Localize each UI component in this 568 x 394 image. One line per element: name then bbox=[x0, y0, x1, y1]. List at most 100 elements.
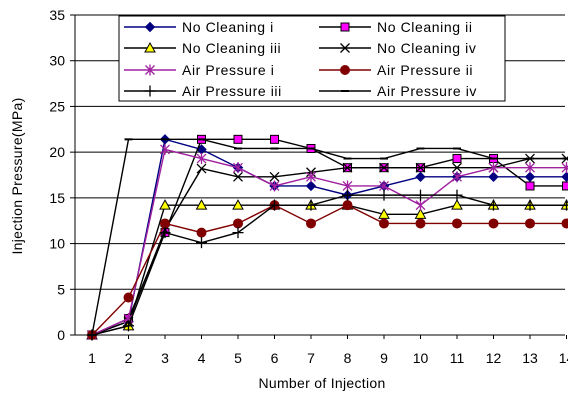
data-point bbox=[123, 292, 134, 303]
legend-swatch-marker bbox=[340, 22, 350, 32]
x-tick-label: 14 bbox=[559, 350, 568, 366]
legend-entry: No Cleaning iv bbox=[319, 40, 476, 56]
data-point bbox=[561, 199, 568, 211]
data-point bbox=[269, 171, 280, 182]
legend-label: Air Pressure iv bbox=[377, 83, 477, 99]
y-tick-label: 15 bbox=[49, 190, 65, 206]
data-point bbox=[159, 199, 171, 210]
data-point bbox=[452, 171, 462, 183]
data-point bbox=[196, 163, 207, 174]
series-layer bbox=[86, 134, 568, 341]
x-tick-label: 3 bbox=[161, 350, 169, 366]
legend: No Cleaning i No Cleaning ii No Cleaning i… bbox=[118, 15, 506, 102]
data-point bbox=[342, 189, 353, 201]
legend-entry: Air Pressure i bbox=[124, 62, 274, 78]
data-point bbox=[305, 199, 317, 211]
y-tick-label: 25 bbox=[49, 98, 65, 114]
x-axis-title: Number of Injection bbox=[258, 375, 385, 391]
data-point bbox=[415, 218, 426, 229]
data-point bbox=[561, 218, 568, 229]
x-tick-label: 4 bbox=[198, 350, 206, 366]
data-point bbox=[452, 162, 462, 173]
y-tick-label: 5 bbox=[57, 281, 65, 297]
legend-label: Air Pressure i bbox=[182, 62, 274, 78]
data-point bbox=[233, 218, 243, 229]
data-point bbox=[415, 162, 426, 173]
series-line bbox=[91, 194, 567, 336]
series-line bbox=[91, 138, 567, 336]
x-tick-label: 10 bbox=[413, 350, 429, 366]
data-point bbox=[232, 199, 244, 210]
y-tick-labels: 0 5 10 15 20 25 30 35 bbox=[49, 7, 65, 343]
data-point bbox=[379, 162, 389, 173]
data-point bbox=[415, 199, 426, 211]
data-point bbox=[525, 181, 535, 191]
series-8 bbox=[88, 138, 568, 336]
x-tick-label: 2 bbox=[125, 350, 133, 366]
legend-label: No Cleaning i bbox=[182, 19, 274, 35]
data-point bbox=[414, 208, 427, 219]
y-tick-label: 35 bbox=[49, 7, 65, 23]
legend-swatch-marker bbox=[340, 43, 350, 53]
legend-entry: Air Pressure ii bbox=[319, 62, 473, 78]
data-point bbox=[452, 154, 462, 164]
legend-label: No Cleaning iii bbox=[182, 40, 281, 56]
legend-entry: Air Pressure iv bbox=[319, 83, 477, 99]
data-point bbox=[488, 218, 499, 229]
x-tick-label: 6 bbox=[271, 350, 279, 366]
y-tick-label: 30 bbox=[49, 53, 65, 69]
series-7 bbox=[86, 189, 568, 341]
data-point bbox=[306, 171, 316, 183]
data-point bbox=[233, 171, 243, 182]
data-point bbox=[159, 227, 171, 239]
legend-swatch-marker bbox=[340, 65, 350, 75]
legend-swatch-marker bbox=[144, 21, 156, 33]
x-tick-label: 13 bbox=[522, 350, 538, 366]
legend-box bbox=[118, 15, 506, 102]
data-point bbox=[160, 218, 170, 229]
data-point bbox=[524, 199, 536, 211]
legend-entry: No Cleaning ii bbox=[319, 19, 473, 35]
x-tick-label: 8 bbox=[344, 350, 352, 366]
data-point bbox=[525, 218, 535, 229]
y-axis-title: Injection Pressure(MPa) bbox=[9, 97, 25, 254]
x-tick-labels: 1234567891011121314 bbox=[88, 350, 568, 366]
x-tick-label: 7 bbox=[307, 350, 315, 366]
y-tick-label: 0 bbox=[57, 327, 65, 343]
data-point bbox=[561, 162, 568, 174]
legend-label: Air Pressure iii bbox=[182, 83, 282, 99]
series-line bbox=[91, 148, 567, 336]
series-line bbox=[91, 138, 567, 336]
data-point bbox=[196, 237, 207, 249]
legend-label: No Cleaning iv bbox=[377, 40, 476, 56]
y-tick-label: 20 bbox=[49, 144, 65, 160]
data-point bbox=[160, 143, 170, 155]
data-point bbox=[524, 171, 536, 183]
data-point bbox=[270, 134, 279, 144]
data-point bbox=[452, 218, 462, 229]
x-tick-label: 11 bbox=[450, 350, 465, 366]
x-tick-label: 5 bbox=[234, 350, 242, 366]
data-point bbox=[233, 134, 243, 144]
data-point bbox=[306, 218, 316, 229]
legend-label: Air Pressure ii bbox=[377, 62, 473, 78]
legend-label: No Cleaning ii bbox=[377, 19, 473, 35]
y-tick-label: 10 bbox=[49, 236, 65, 252]
data-point bbox=[342, 200, 353, 211]
data-point bbox=[561, 171, 568, 183]
data-point bbox=[196, 153, 207, 165]
data-point bbox=[378, 189, 390, 201]
legend-swatch-marker bbox=[144, 85, 156, 97]
series-line bbox=[91, 157, 567, 336]
data-point bbox=[488, 171, 499, 183]
data-point bbox=[123, 320, 134, 332]
data-point bbox=[488, 162, 499, 174]
legend-swatch-marker bbox=[145, 64, 155, 76]
axes bbox=[70, 14, 567, 339]
x-tick-label: 12 bbox=[486, 350, 502, 366]
data-point bbox=[379, 218, 389, 229]
legend-entry: No Cleaning iii bbox=[124, 40, 281, 56]
series-6 bbox=[87, 200, 568, 340]
